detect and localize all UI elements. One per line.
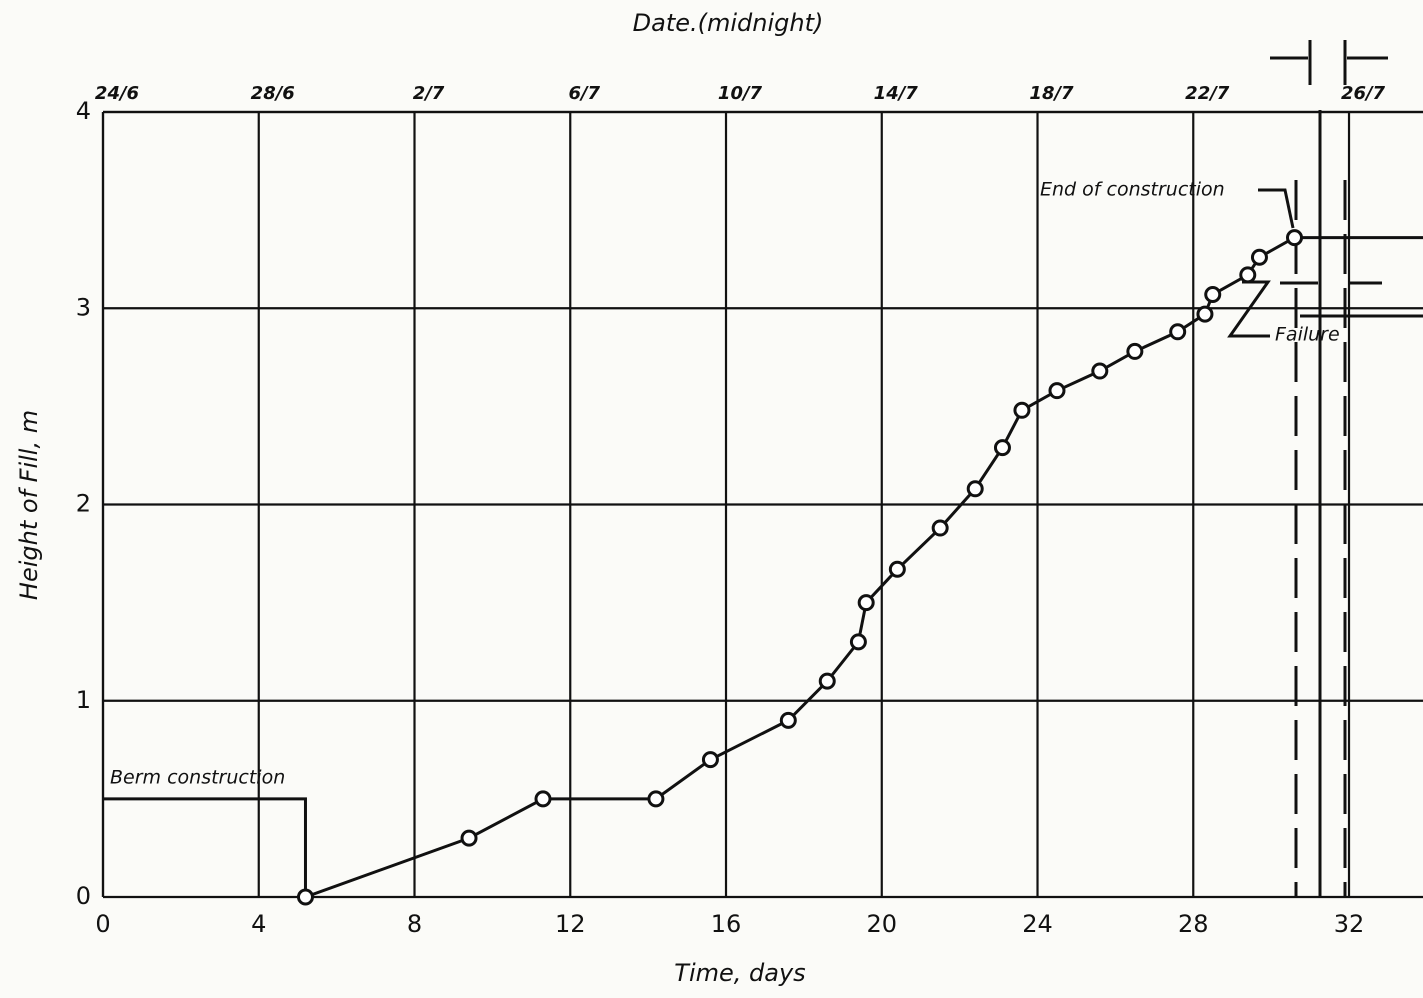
berm-line (103, 797, 307, 897)
x2-tick-label: 14/7 (874, 83, 919, 104)
annotation: Berm construction (110, 767, 285, 789)
x2-tick-label: 6/7 (568, 83, 600, 104)
y-tick-label: 4 (76, 97, 91, 125)
x-tick-label: 24 (1022, 910, 1053, 938)
x-tick-label: 32 (1334, 910, 1365, 938)
x2-tick-label: 2/7 (413, 83, 445, 104)
x-tick-label: 20 (866, 910, 897, 938)
y-tick-label: 3 (76, 293, 91, 321)
annotation: End of construction (1040, 179, 1225, 201)
x2-tick-label: 18/7 (1029, 83, 1074, 104)
data-point (647, 790, 665, 808)
data-point (931, 519, 949, 537)
data-point (701, 751, 719, 769)
data-point (857, 594, 875, 612)
data-point (849, 633, 867, 651)
x-tick-label: 8 (407, 910, 422, 938)
data-point (1013, 401, 1031, 419)
data-point (296, 888, 314, 906)
x-tick-label: 0 (95, 910, 110, 938)
data-point (888, 560, 906, 578)
data-point (1091, 362, 1109, 380)
data-point (460, 829, 478, 847)
x-tick-label: 16 (711, 910, 742, 938)
data-point (779, 711, 797, 729)
data-point (1286, 229, 1304, 247)
x2-tick-label: 10/7 (718, 83, 763, 104)
x-tick-label: 28 (1178, 910, 1209, 938)
data-point (1169, 323, 1187, 341)
data-point (966, 480, 984, 498)
x2-tick-label: 22/7 (1185, 83, 1230, 104)
x-tick-label: 4 (251, 910, 266, 938)
chart-title: Date.(midnight) (633, 9, 824, 37)
annotation: Failure (1275, 324, 1340, 346)
data-point (1250, 248, 1268, 266)
x2-tick-label: 26/7 (1341, 83, 1386, 104)
data-point (534, 790, 552, 808)
data-point (1204, 286, 1222, 304)
y-tick-label: 1 (76, 686, 91, 714)
data-point (1239, 266, 1257, 284)
data-point (1048, 382, 1066, 400)
data-point (1196, 305, 1214, 323)
x-axis-label: Time, days (674, 959, 805, 987)
y-tick-label: 2 (76, 490, 91, 518)
x-tick-label: 12 (555, 910, 586, 938)
data-point (818, 672, 836, 690)
data-point (1126, 342, 1144, 360)
x2-tick-label: 24/6 (95, 83, 139, 104)
data-point (993, 439, 1011, 457)
failure-markers (1227, 40, 1423, 897)
y-axis-label: Height of Fill, m (15, 410, 43, 600)
y-tick-label: 0 (76, 882, 91, 910)
x2-tick-label: 28/6 (251, 83, 295, 104)
data-line (304, 236, 1296, 899)
